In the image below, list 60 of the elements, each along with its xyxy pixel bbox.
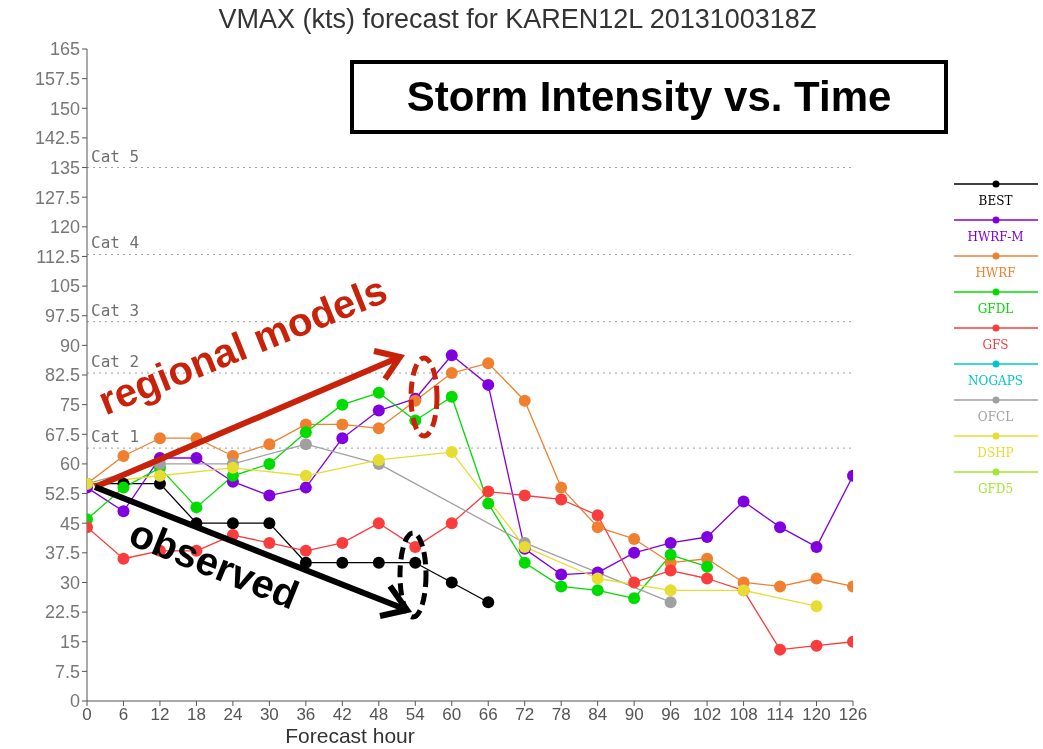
y-tick-label: 150 [49, 98, 80, 119]
legend-label: GFS [981, 338, 1010, 352]
y-tick-label: 22.5 [44, 602, 80, 623]
x-tick-label: 6 [118, 705, 129, 725]
x-tick-label: 54 [405, 705, 425, 725]
x-tick-label: 96 [661, 705, 681, 725]
y-tick-label: 52.5 [44, 483, 80, 504]
y-tick-label: 45 [59, 513, 80, 534]
legend-label: GFD5 [976, 482, 1015, 496]
y-tick-label: 157.5 [34, 69, 80, 90]
y-tick-label: 142.5 [34, 128, 80, 149]
y-tick-label: 0 [69, 691, 80, 712]
y-tick-label: 90 [59, 335, 80, 356]
y-tick-label: 15 [59, 632, 80, 653]
y-tick-label: 135 [49, 157, 80, 178]
ref-line-label: Cat 5 [91, 146, 140, 166]
x-tick-label: 60 [442, 705, 462, 725]
ref-line-label: Cat 3 [91, 300, 140, 320]
x-tick-label: 114 [766, 705, 794, 725]
legend-label: OFCL [976, 410, 1015, 424]
legend-label: NOGAPS [967, 374, 1024, 388]
y-tick-label: 7.5 [54, 661, 80, 682]
x-tick-label: 66 [478, 705, 498, 725]
x-tick-label: 90 [624, 705, 644, 725]
x-tick-label: 30 [259, 705, 279, 725]
x-tick-label: 12 [150, 705, 170, 725]
y-tick-label: 127.5 [34, 187, 80, 208]
x-tick-label: 102 [692, 705, 722, 725]
y-tick-label: 67.5 [44, 424, 80, 445]
legend-label: GFDL [976, 302, 1015, 316]
y-tick-label: 75 [59, 395, 80, 416]
legend-label: HWRF-M [966, 230, 1025, 244]
x-tick-label: 24 [223, 705, 243, 725]
x-tick-label: 84 [588, 705, 608, 725]
x-tick-label: 18 [186, 705, 206, 725]
x-tick-label: 36 [296, 705, 316, 725]
x-tick-label: 72 [515, 705, 535, 725]
ref-line-label: Cat 4 [91, 233, 140, 253]
y-tick-label: 82.5 [44, 365, 80, 386]
x-tick-label: 48 [369, 705, 389, 725]
y-tick-label: 165 [49, 39, 80, 60]
legend-label: BEST [977, 194, 1014, 208]
y-tick-label: 60 [59, 454, 80, 475]
x-tick-label: 126 [838, 705, 868, 725]
y-tick-label: 37.5 [44, 543, 80, 564]
annotation: Storm Intensity vs. Time [350, 60, 948, 134]
y-tick-label: 97.5 [44, 306, 80, 327]
y-tick-label: 30 [59, 572, 80, 593]
legend-label: DSHP [976, 446, 1015, 460]
y-tick-label: 120 [49, 217, 80, 238]
ref-line-label: Cat 1 [91, 427, 140, 447]
x-tick-label: 78 [551, 705, 571, 725]
y-tick-label: 105 [49, 276, 80, 297]
x-tick-label: 108 [729, 705, 758, 725]
x-axis-title: Forecast hour [284, 724, 416, 748]
legend-label: HWRF [974, 266, 1017, 280]
chart-title: VMAX (kts) forecast for KAREN12L 2013100318Z [217, 4, 818, 35]
y-tick-label: 112.5 [36, 246, 80, 267]
x-tick-label: 42 [332, 705, 352, 725]
x-tick-label: 120 [802, 705, 831, 725]
